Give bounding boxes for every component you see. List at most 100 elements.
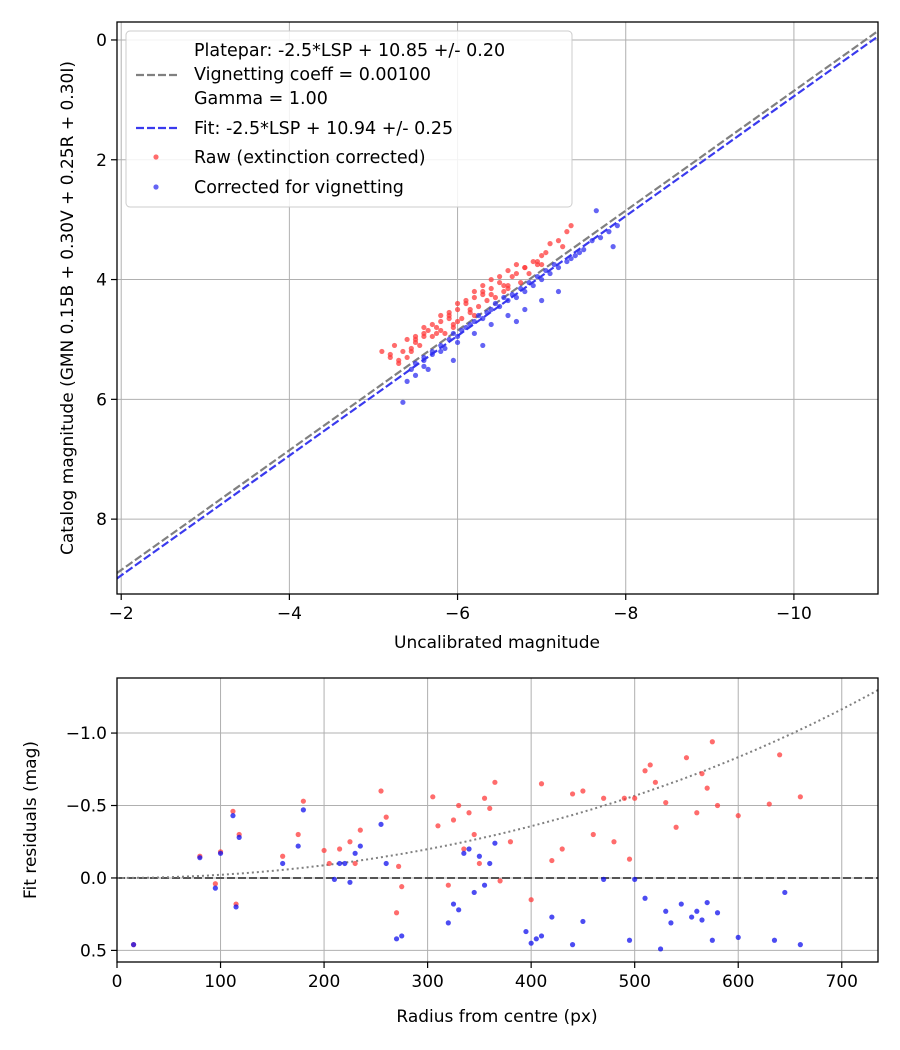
data-point-raw xyxy=(492,779,498,785)
data-point-raw xyxy=(399,884,405,890)
data-point-raw xyxy=(459,315,465,322)
y-tick-label: 8 xyxy=(96,510,107,530)
data-point-corrected xyxy=(412,360,419,367)
data-point-corrected xyxy=(572,252,578,259)
data-point-corrected xyxy=(459,327,465,334)
data-point-corrected xyxy=(454,339,461,346)
data-point-corrected xyxy=(576,249,583,256)
data-point-raw xyxy=(326,860,332,867)
legend-corrected-marker xyxy=(153,184,159,190)
data-point-corrected xyxy=(492,300,498,307)
data-point-raw xyxy=(484,297,490,304)
legend-raw-marker xyxy=(153,154,159,160)
data-point-corrected xyxy=(400,399,406,405)
x-tick-label: 600 xyxy=(722,972,754,992)
data-point-raw xyxy=(412,339,419,346)
data-point-corrected xyxy=(471,330,477,337)
x-tick-label: 300 xyxy=(411,972,443,992)
data-point-raw xyxy=(425,327,431,334)
data-point-corrected xyxy=(642,895,648,901)
data-point-raw xyxy=(534,258,541,265)
y-tick-label: −1.0 xyxy=(66,724,107,744)
data-point-corrected xyxy=(300,807,306,813)
data-point-raw xyxy=(621,795,627,801)
data-point-raw xyxy=(543,249,549,256)
data-point-corrected xyxy=(233,904,239,910)
data-point-raw xyxy=(501,288,507,295)
data-point-corrected xyxy=(626,937,633,943)
top-ticks: −2 −4 −6 −8 −10 0 2 4 6 8 xyxy=(96,31,812,624)
data-point-raw xyxy=(611,839,617,845)
data-point-corrected xyxy=(534,273,541,280)
data-point-corrected xyxy=(509,291,515,298)
data-point-corrected xyxy=(421,363,427,369)
data-point-corrected xyxy=(438,342,444,349)
data-point-corrected xyxy=(522,288,528,295)
data-point-corrected xyxy=(383,860,389,867)
data-point-corrected xyxy=(699,917,705,923)
bottom-plot-frame xyxy=(116,677,879,963)
data-point-corrected xyxy=(450,330,456,337)
data-point-raw xyxy=(391,342,398,349)
y-tick-label: 6 xyxy=(96,390,107,410)
data-point-corrected xyxy=(523,928,529,935)
data-point-corrected xyxy=(471,889,477,896)
data-point-raw xyxy=(564,229,570,235)
data-point-corrected xyxy=(549,914,555,920)
data-point-raw xyxy=(497,878,503,884)
data-point-raw xyxy=(352,860,358,867)
data-point-raw xyxy=(383,814,389,820)
data-point-corrected xyxy=(530,282,536,289)
data-point-corrected xyxy=(601,876,607,883)
data-point-raw xyxy=(481,795,488,801)
data-point-raw xyxy=(337,846,343,852)
data-point-corrected xyxy=(551,261,557,268)
x-tick-label: −8 xyxy=(613,604,638,624)
data-point-raw xyxy=(513,270,520,277)
data-point-corrected xyxy=(425,366,431,372)
x-tick-label: 100 xyxy=(204,972,236,992)
data-point-raw xyxy=(417,342,423,349)
data-point-corrected xyxy=(438,348,444,355)
bottom-reference-lines xyxy=(117,689,878,879)
legend-raw-label: Raw (extinction corrected) xyxy=(194,148,426,168)
data-point-raw xyxy=(766,801,772,807)
data-point-raw xyxy=(652,779,658,785)
data-point-corrected xyxy=(539,276,545,283)
data-point-raw xyxy=(446,309,452,316)
data-point-corrected xyxy=(236,834,242,840)
data-point-raw xyxy=(704,785,710,791)
data-point-corrected xyxy=(476,853,482,859)
top-points xyxy=(379,208,620,405)
data-point-corrected xyxy=(488,306,494,313)
data-point-corrected xyxy=(130,942,137,948)
legend: Platepar: -2.5*LSP + 10.85 +/- 0.20 Vign… xyxy=(125,30,573,208)
data-point-corrected xyxy=(522,306,528,313)
data-point-raw xyxy=(471,831,477,838)
data-point-raw xyxy=(626,856,633,862)
legend-fit-label: Fit: -2.5*LSP + 10.94 +/- 0.25 xyxy=(194,119,453,139)
legend-box xyxy=(125,30,573,208)
data-point-raw xyxy=(480,282,486,289)
data-point-corrected xyxy=(408,366,414,372)
data-point-corrected xyxy=(471,318,477,325)
data-point-raw xyxy=(797,794,803,800)
data-point-corrected xyxy=(337,860,343,867)
data-point-raw xyxy=(505,285,511,292)
data-point-corrected xyxy=(564,258,570,265)
data-point-raw xyxy=(547,241,553,247)
residuals-chart: 0 100 200 300 400 500 600 700 0.5 0.0 −0.5 −1.0 Rad… xyxy=(21,677,879,1027)
data-point-corrected xyxy=(230,813,236,819)
data-point-raw xyxy=(549,857,555,864)
vignetting-curve xyxy=(117,689,878,879)
data-point-raw xyxy=(471,288,477,295)
data-point-corrected xyxy=(217,850,224,856)
legend-platepar-label: Platepar: -2.5*LSP + 10.85 +/- 0.20 xyxy=(194,41,505,61)
data-point-raw xyxy=(699,771,705,777)
data-point-raw xyxy=(467,306,473,313)
data-point-corrected xyxy=(518,285,524,292)
data-point-corrected xyxy=(475,312,482,319)
y-tick-label: 0.5 xyxy=(80,941,107,961)
data-point-raw xyxy=(526,270,532,277)
